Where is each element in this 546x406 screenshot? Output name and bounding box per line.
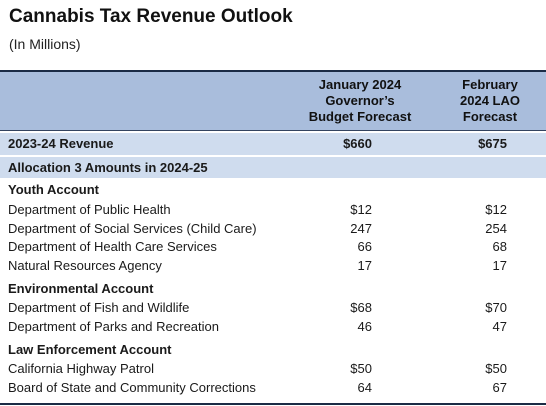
- lao-value: 254: [485, 221, 507, 236]
- revenue-label: 2023-24 Revenue: [8, 136, 114, 151]
- table-row: Board of State and Community Corrections…: [0, 380, 546, 398]
- allocation-header-row: Allocation 3 Amounts in 2024-25: [0, 157, 546, 178]
- section-title: Youth Account: [8, 182, 99, 197]
- section-youth-account: Youth Account Department of Public Healt…: [0, 178, 546, 277]
- allocation-label: Allocation 3 Amounts in 2024-25: [8, 160, 208, 175]
- lao-value: $70: [485, 300, 507, 315]
- governor-value: $50: [350, 361, 372, 376]
- row-label: Department of Parks and Recreation: [8, 319, 219, 334]
- lao-value: 67: [492, 380, 507, 395]
- page-title: Cannabis Tax Revenue Outlook: [9, 6, 293, 27]
- governor-value: $68: [350, 300, 372, 315]
- column-header-line: Governor’s: [325, 93, 395, 108]
- table-header: January 2024 Governor’s Budget Forecast …: [0, 70, 546, 131]
- table-row: Department of Parks and Recreation 46 47: [0, 319, 546, 337]
- governor-value: 17: [357, 258, 372, 273]
- table-row: Department of Fish and Wildlife $68 $70: [0, 300, 546, 318]
- lao-value: $12: [485, 202, 507, 217]
- table-row: Natural Resources Agency 17 17: [0, 258, 546, 276]
- lao-value: $50: [485, 361, 507, 376]
- column-header-line: Budget Forecast: [308, 109, 412, 124]
- column-header-line: Forecast: [462, 109, 518, 124]
- revenue-table: January 2024 Governor’s Budget Forecast …: [0, 70, 546, 405]
- column-header-line: 2024 LAO: [460, 93, 520, 108]
- table-row: Department of Social Services (Child Car…: [0, 221, 546, 239]
- column-header-line: February: [462, 77, 518, 92]
- section-title: Law Enforcement Account: [8, 342, 172, 357]
- table-row: Department of Public Health $12 $12: [0, 202, 546, 220]
- column-header-governor-forecast: January 2024 Governor’s Budget Forecast: [290, 77, 430, 125]
- table-row: California Highway Patrol $50 $50: [0, 361, 546, 379]
- row-label: Board of State and Community Corrections: [8, 380, 256, 395]
- row-label: Natural Resources Agency: [8, 258, 162, 273]
- row-label: Department of Public Health: [8, 202, 171, 217]
- governor-value: 66: [357, 239, 372, 254]
- governor-value: 247: [350, 221, 372, 236]
- section-title: Environmental Account: [8, 281, 154, 296]
- revenue-lao-value: $675: [478, 136, 507, 151]
- column-header-line: January 2024: [318, 77, 402, 92]
- lao-value: 47: [492, 319, 507, 334]
- row-label: Department of Health Care Services: [8, 239, 217, 254]
- row-label: Department of Fish and Wildlife: [8, 300, 190, 315]
- column-header-lao-forecast: February 2024 LAO Forecast: [444, 77, 536, 125]
- revenue-governor-value: $660: [343, 136, 372, 151]
- lao-value: 17: [492, 258, 507, 273]
- governor-value: 64: [357, 380, 372, 395]
- lao-value: 68: [492, 239, 507, 254]
- table-row: Department of Health Care Services 66 68: [0, 239, 546, 257]
- section-environmental-account: Environmental Account Department of Fish…: [0, 277, 546, 341]
- revenue-row: 2023-24 Revenue $660 $675: [0, 131, 546, 157]
- section-law-enforcement-account: Law Enforcement Account California Highw…: [0, 341, 546, 405]
- governor-value: 46: [357, 319, 372, 334]
- table-bottom-rule: [0, 403, 546, 405]
- page-subtitle: (In Millions): [9, 36, 81, 52]
- governor-value: $12: [350, 202, 372, 217]
- row-label: California Highway Patrol: [8, 361, 154, 376]
- row-label: Department of Social Services (Child Car…: [8, 221, 257, 236]
